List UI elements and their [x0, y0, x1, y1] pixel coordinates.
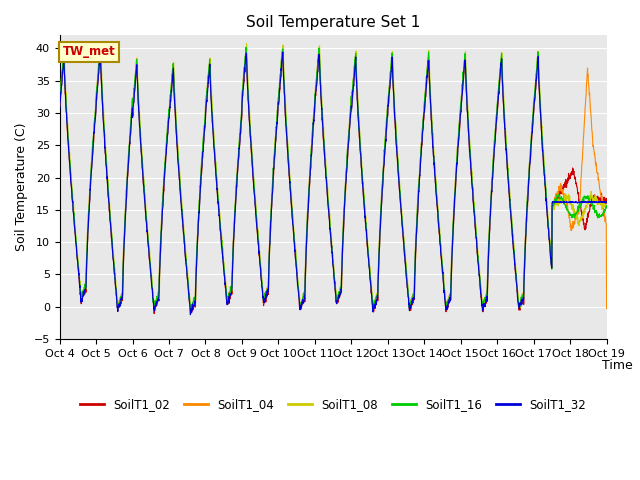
Legend: SoilT1_02, SoilT1_04, SoilT1_08, SoilT1_16, SoilT1_32: SoilT1_02, SoilT1_04, SoilT1_08, SoilT1_…	[76, 394, 591, 416]
Title: Soil Temperature Set 1: Soil Temperature Set 1	[246, 15, 420, 30]
X-axis label: Time: Time	[602, 359, 633, 372]
Y-axis label: Soil Temperature (C): Soil Temperature (C)	[15, 123, 28, 252]
Text: TW_met: TW_met	[62, 45, 115, 58]
